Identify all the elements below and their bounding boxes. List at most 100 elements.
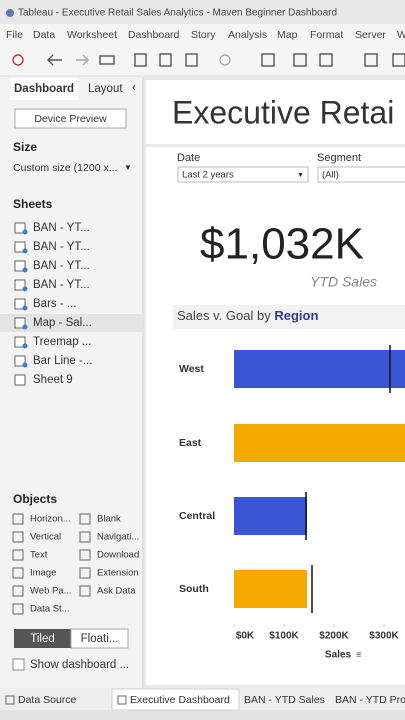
sheet-badge bbox=[22, 362, 28, 368]
menu-item[interactable]: Server bbox=[355, 29, 386, 41]
chart-title: Sales v. Goal by Region bbox=[177, 308, 318, 323]
bar-chart: West East Central South $0K $100K $200K $300K Sa… bbox=[179, 345, 405, 661]
title-bar bbox=[0, 0, 405, 24]
dropdown-arrow[interactable]: ▼ bbox=[124, 163, 132, 172]
sheet-name[interactable]: BAN - YT... bbox=[33, 260, 90, 272]
device-preview-button[interactable] bbox=[14, 108, 127, 129]
size-dropdown[interactable]: Custom size (1200 x... bbox=[13, 162, 117, 174]
object-name[interactable]: Web Pa... bbox=[30, 586, 72, 597]
floating-button[interactable] bbox=[70, 628, 129, 649]
category-label: West bbox=[179, 363, 204, 375]
category-label: East bbox=[179, 437, 202, 449]
sheet-name[interactable]: Sheet 9 bbox=[33, 374, 73, 386]
bar bbox=[234, 350, 405, 388]
panel-tab[interactable]: Dashboard bbox=[14, 83, 74, 95]
button-label[interactable]: Floati... bbox=[81, 633, 119, 645]
tiled-button[interactable] bbox=[14, 629, 71, 648]
menu-item[interactable]: Format bbox=[310, 29, 343, 41]
collapse-arrow[interactable]: ‹ bbox=[132, 82, 136, 94]
sheet-tab[interactable]: BAN - YTD Pro bbox=[335, 694, 405, 706]
sheet-name[interactable]: Map - Sal... bbox=[33, 317, 92, 329]
menu-item[interactable]: W bbox=[397, 29, 405, 41]
object-icon bbox=[12, 603, 24, 615]
kpi-value: $1,032K bbox=[200, 220, 364, 269]
menu-item[interactable]: Dashboard bbox=[128, 29, 180, 41]
sheet-name[interactable]: Bar Line -... bbox=[33, 355, 92, 367]
title-box bbox=[146, 80, 405, 144]
category-label: South bbox=[179, 583, 209, 595]
app-icon bbox=[6, 9, 14, 17]
panel-tab[interactable]: Layout bbox=[88, 83, 123, 95]
button-label[interactable]: Tiled bbox=[30, 633, 55, 645]
object-name[interactable]: Horizon... bbox=[30, 514, 71, 525]
filter-dropdown[interactable] bbox=[317, 166, 405, 183]
object-name[interactable]: Download bbox=[97, 550, 139, 561]
x-axis-label: Sales bbox=[325, 650, 352, 661]
menu-item[interactable]: Data bbox=[33, 29, 55, 41]
sheet-icon bbox=[14, 279, 26, 291]
sheet-icon bbox=[14, 260, 26, 272]
chart-title-text: Sales v. Goal by bbox=[177, 308, 271, 323]
object-icon bbox=[12, 567, 24, 579]
object-name[interactable]: Navigati... bbox=[97, 532, 139, 543]
sheet-highlight bbox=[0, 314, 143, 332]
object-name[interactable]: Ask Data bbox=[97, 586, 136, 597]
sheet-tab[interactable]: Executive Dashboard bbox=[130, 694, 230, 706]
chart-title-highlight: Region bbox=[274, 308, 318, 323]
menu-item[interactable]: Story bbox=[191, 29, 216, 41]
tab-icon bbox=[117, 695, 127, 705]
sheet-tab[interactable]: Data Source bbox=[18, 694, 77, 706]
status-bar bbox=[0, 710, 405, 720]
object-icon bbox=[79, 513, 91, 525]
sheet-name[interactable]: BAN - YT... bbox=[33, 222, 90, 234]
object-name[interactable]: Text bbox=[30, 550, 48, 561]
object-name[interactable]: Data St... bbox=[30, 604, 70, 615]
object-icon bbox=[79, 585, 91, 597]
sheet-icon bbox=[14, 298, 26, 310]
sheet-name[interactable]: BAN - YT... bbox=[33, 241, 90, 253]
toolbar-icons bbox=[12, 53, 405, 67]
sheet-icon bbox=[14, 317, 26, 329]
dropdown-arrow[interactable]: ▼ bbox=[297, 172, 304, 179]
sheet-name[interactable]: Bars - ... bbox=[33, 298, 76, 310]
menu-item[interactable]: Worksheet bbox=[67, 29, 117, 41]
sheet-icon bbox=[14, 241, 26, 253]
object-list: Horizon... Blank Vertical Navigati... Text Do… bbox=[12, 513, 139, 615]
sheet-badge bbox=[22, 248, 28, 254]
sheet-badge bbox=[22, 324, 28, 330]
object-icon bbox=[79, 549, 91, 561]
filter-value[interactable]: (All) bbox=[322, 170, 339, 181]
tab-active[interactable] bbox=[10, 78, 78, 100]
object-name[interactable]: Blank bbox=[97, 514, 121, 525]
checkbox-label[interactable]: Show dashboard ... bbox=[30, 659, 129, 671]
tab-icon bbox=[5, 695, 15, 705]
menu-item[interactable]: File bbox=[6, 29, 23, 41]
checkbox[interactable] bbox=[12, 658, 25, 671]
sheet-badge bbox=[22, 343, 28, 349]
menu-item[interactable]: Analysis bbox=[228, 29, 267, 41]
filter-dropdown[interactable] bbox=[177, 166, 309, 183]
sheet-tab[interactable]: BAN - YTD Sales bbox=[244, 694, 325, 706]
sheet-icon bbox=[14, 355, 26, 367]
sheet-badge bbox=[22, 305, 28, 311]
object-name[interactable]: Extension bbox=[97, 568, 139, 579]
filter-value[interactable]: Last 2 years bbox=[182, 170, 234, 181]
object-icon bbox=[79, 567, 91, 579]
sheet-badge bbox=[22, 267, 28, 273]
object-icon bbox=[12, 531, 24, 543]
category-label: Central bbox=[179, 510, 215, 522]
object-icon bbox=[12, 513, 24, 525]
sheet-name[interactable]: BAN - YT... bbox=[33, 279, 90, 291]
x-tick-label: $100K bbox=[269, 631, 299, 642]
sheet-name[interactable]: Treemap ... bbox=[33, 336, 91, 348]
menu-item[interactable]: Map bbox=[277, 29, 298, 41]
object-name[interactable]: Vertical bbox=[30, 532, 61, 543]
window-title: Tableau - Executive Retail Sales Analyti… bbox=[18, 8, 337, 19]
dashboard-title: Executive Retai bbox=[172, 94, 394, 130]
object-icon bbox=[12, 585, 24, 597]
sort-icon[interactable]: ≡ bbox=[356, 649, 361, 659]
x-tick-label: $300K bbox=[369, 631, 399, 642]
object-name[interactable]: Image bbox=[30, 568, 56, 579]
button-label[interactable]: Device Preview bbox=[34, 113, 107, 125]
